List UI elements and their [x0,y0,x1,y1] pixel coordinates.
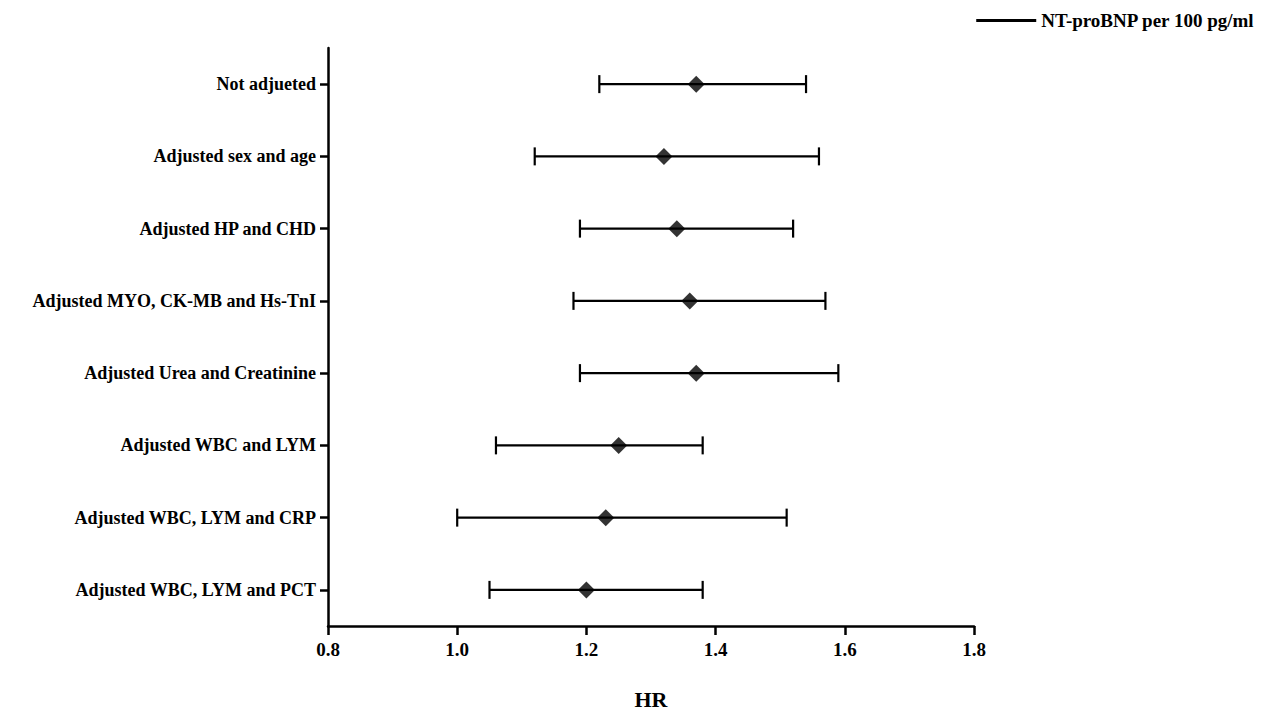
svg-text:1.6: 1.6 [833,639,857,660]
svg-text:NT-proBNP per 100 pg/ml: NT-proBNP per 100 pg/ml [1041,10,1253,31]
svg-text:0.8: 0.8 [316,639,340,660]
svg-text:HR: HR [635,687,669,712]
svg-text:Adjusted WBC and LYM: Adjusted WBC and LYM [120,435,316,455]
svg-text:1.8: 1.8 [962,639,986,660]
svg-text:1.0: 1.0 [445,639,469,660]
svg-text:1.4: 1.4 [704,639,728,660]
svg-text:Adjusted HP and CHD: Adjusted HP and CHD [139,219,316,239]
svg-text:Adjusted sex and age: Adjusted sex and age [153,146,316,166]
svg-text:Not adjueted: Not adjueted [217,74,317,94]
svg-text:Adjusted WBC, LYM and CRP: Adjusted WBC, LYM and CRP [74,508,316,528]
svg-text:1.2: 1.2 [575,639,599,660]
svg-text:Adjusted Urea and Creatinine: Adjusted Urea and Creatinine [84,363,316,383]
svg-text:Adjusted MYO, CK-MB and Hs-TnI: Adjusted MYO, CK-MB and Hs-TnI [32,291,316,311]
svg-text:Adjusted WBC, LYM and PCT: Adjusted WBC, LYM and PCT [75,580,316,600]
